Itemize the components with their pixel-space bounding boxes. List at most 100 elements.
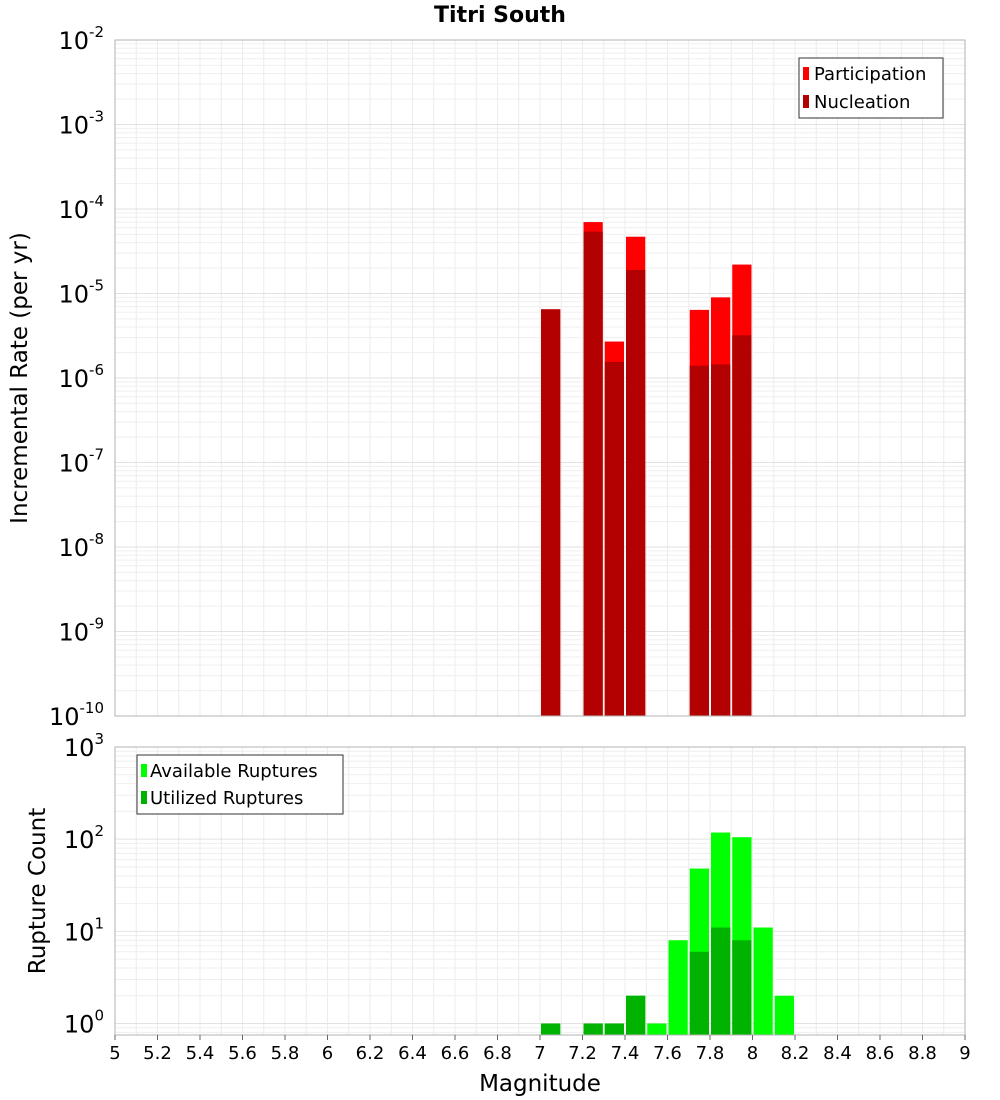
x-tick-label-5: 6 <box>322 1043 333 1064</box>
count-bar-a-4 <box>647 1023 667 1035</box>
count-ytick-label-1: 101 <box>64 914 104 946</box>
magnitude-x-ticks: 5 5.2 5.4 5.6 5.8 6 6.2 6.4 6.6 6.8 7 7.2 7.4 7.6 7.8 8… <box>109 1035 971 1064</box>
rate-legend-box <box>798 57 944 119</box>
count-legend-box <box>136 754 344 815</box>
x-tick-label-2: 5.4 <box>186 1043 215 1064</box>
x-tick-label-18: 8.6 <box>866 1043 895 1064</box>
rate-plot-border <box>114 39 966 717</box>
legend-swatch-utilized <box>141 791 147 804</box>
rate-ytick-base-3: 10 <box>58 450 89 478</box>
count-ytick-label-2: 102 <box>64 822 104 854</box>
count-bar-b-1 <box>583 1023 603 1035</box>
x-tick-label-11: 7.2 <box>568 1043 597 1064</box>
count-bar-b-5 <box>711 927 731 1035</box>
count-bar-a-5 <box>668 940 688 1035</box>
count-ytick-base-3: 10 <box>64 734 95 762</box>
rate-ytick-base-7: 10 <box>58 112 89 140</box>
rate-ytick-exp-2: -8 <box>89 530 104 548</box>
legend-swatch-nucleation <box>803 95 809 108</box>
rate-bar-b-4 <box>689 365 709 716</box>
x-tick-label-17: 8.4 <box>823 1043 852 1064</box>
rate-ytick-exp-7: -3 <box>89 108 104 126</box>
rate-ytick-label-6: 10-4 <box>58 192 104 224</box>
count-bar-b-3 <box>626 995 646 1035</box>
rate-ytick-label-2: 10-8 <box>58 530 104 562</box>
count-bar-b-6 <box>732 940 752 1035</box>
x-tick-label-14: 7.8 <box>696 1043 725 1064</box>
x-tick-label-1: 5.2 <box>143 1043 172 1064</box>
rate-ytick-label-8: 10-2 <box>58 23 104 55</box>
rate-ytick-label-7: 10-3 <box>58 108 104 140</box>
rate-bar-b-5 <box>711 364 731 716</box>
rate-ytick-base-0: 10 <box>49 703 80 731</box>
chart-title: Titri South <box>434 3 566 28</box>
rate-ytick-exp-5: -5 <box>89 277 104 295</box>
count-y-axis-label: Rupture Count <box>25 808 51 974</box>
count-ytick-exp-2: 2 <box>94 822 104 840</box>
rate-ytick-exp-4: -6 <box>89 361 104 379</box>
count-bar-a-10 <box>774 995 794 1035</box>
legend-label-participation: Participation <box>814 64 926 85</box>
rate-ytick-label-4: 10-6 <box>58 361 104 393</box>
count-ytick-base-2: 10 <box>64 826 95 854</box>
rate-ytick-exp-0: -10 <box>80 699 105 717</box>
rate-ytick-base-4: 10 <box>58 365 89 393</box>
legend-swatch-participation <box>803 67 809 80</box>
rate-ytick-exp-8: -2 <box>89 23 104 41</box>
count-ytick-label-0: 100 <box>64 1006 104 1038</box>
count-ytick-exp-1: 1 <box>94 914 104 932</box>
count-bar-b-4 <box>689 951 709 1035</box>
rate-ytick-exp-3: -7 <box>89 446 104 464</box>
count-ytick-exp-0: 0 <box>94 1006 104 1024</box>
count-legend: Available Ruptures Utilized Ruptures <box>136 754 344 815</box>
count-bar-b-0 <box>541 1023 561 1035</box>
count-ytick-base-1: 10 <box>64 918 95 946</box>
x-tick-label-12: 7.4 <box>611 1043 640 1064</box>
rate-ytick-base-1: 10 <box>58 619 89 647</box>
x-tick-label-19: 8.8 <box>908 1043 937 1064</box>
legend-label-available: Available Ruptures <box>150 761 318 782</box>
x-tick-label-20: 9 <box>959 1043 970 1064</box>
rate-ytick-label-0: 10-10 <box>49 699 104 731</box>
rate-ytick-base-2: 10 <box>58 534 89 562</box>
rate-ytick-base-6: 10 <box>58 196 89 224</box>
count-ytick-label-3: 103 <box>64 730 104 762</box>
rate-ytick-label-5: 10-5 <box>58 277 104 309</box>
rate-ytick-base-5: 10 <box>58 281 89 309</box>
x-tick-label-16: 8.2 <box>781 1043 810 1064</box>
rate-ytick-base-8: 10 <box>58 27 89 55</box>
rate-y-axis-label: Incremental Rate (per yr) <box>7 232 33 524</box>
x-tick-label-8: 6.6 <box>441 1043 470 1064</box>
rate-ytick-exp-6: -4 <box>89 192 104 210</box>
rate-bar-b-2 <box>604 361 624 716</box>
rate-bar-b-6 <box>732 335 752 716</box>
x-tick-label-0: 5 <box>109 1043 120 1064</box>
count-gridlines <box>115 747 965 1035</box>
count-ytick-exp-3: 3 <box>94 730 104 748</box>
x-tick-label-13: 7.6 <box>653 1043 682 1064</box>
x-tick-label-9: 6.8 <box>483 1043 512 1064</box>
rate-legend: Participation Nucleation <box>798 57 944 119</box>
count-ytick-base-0: 10 <box>64 1010 95 1038</box>
x-tick-label-4: 5.8 <box>271 1043 300 1064</box>
x-axis-label: Magnitude <box>479 1071 601 1097</box>
rate-ytick-label-1: 10-9 <box>58 615 104 647</box>
x-tick-label-3: 5.6 <box>228 1043 257 1064</box>
legend-swatch-available <box>141 764 147 777</box>
rate-bar-b-0 <box>541 309 561 716</box>
legend-label-nucleation: Nucleation <box>814 92 910 113</box>
x-tick-label-6: 6.2 <box>356 1043 385 1064</box>
legend-label-utilized: Utilized Ruptures <box>150 788 303 809</box>
rate-ytick-exp-1: -9 <box>89 615 104 633</box>
count-bar-a-9 <box>753 927 773 1035</box>
rate-ytick-label-3: 10-7 <box>58 446 104 478</box>
rate-bars <box>541 222 752 716</box>
count-bars <box>541 832 794 1035</box>
rate-bar-b-3 <box>626 269 646 716</box>
rate-bar-b-1 <box>583 231 603 716</box>
